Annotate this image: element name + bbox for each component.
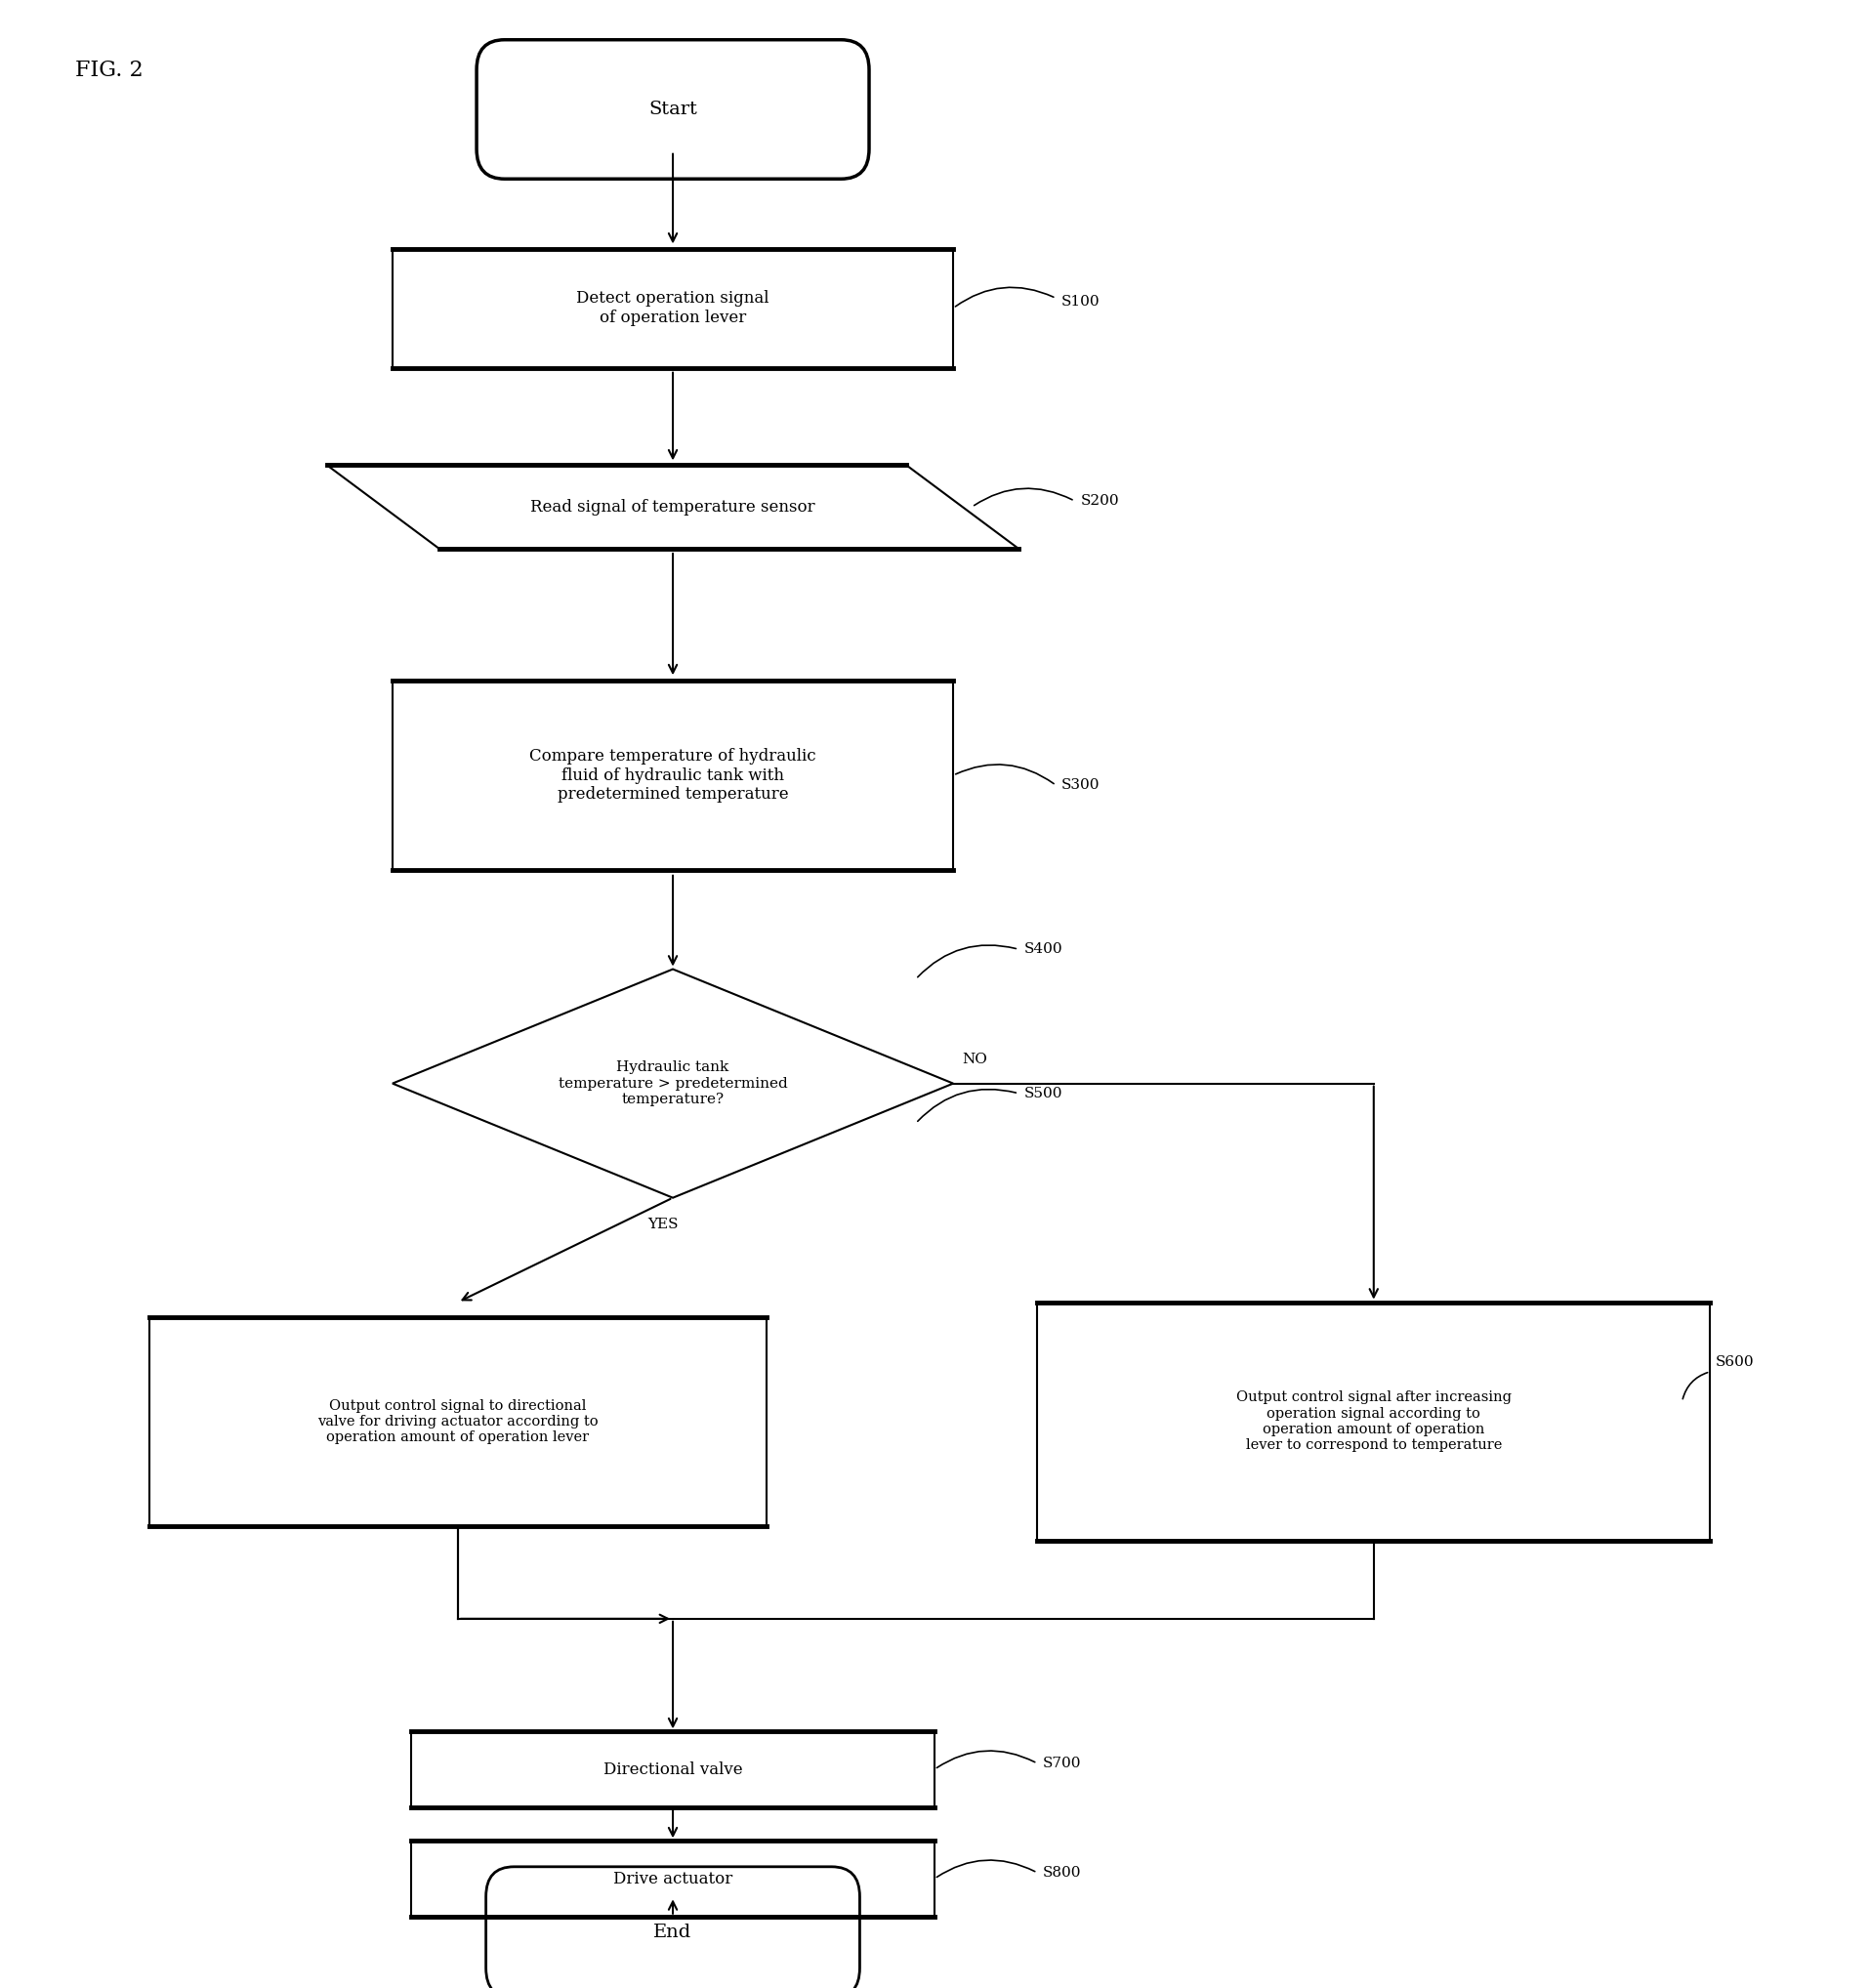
Text: S700: S700	[1043, 1757, 1082, 1769]
Text: FIG. 2: FIG. 2	[75, 60, 142, 82]
Text: Read signal of temperature sensor: Read signal of temperature sensor	[531, 499, 815, 515]
FancyBboxPatch shape	[486, 1867, 860, 1988]
Text: NO: NO	[963, 1054, 989, 1066]
Polygon shape	[392, 970, 953, 1197]
Text: Start: Start	[649, 101, 697, 117]
Text: Detect operation signal
of operation lever: Detect operation signal of operation lev…	[576, 290, 770, 326]
Text: S600: S600	[1716, 1356, 1755, 1368]
Text: Output control signal to directional
valve for driving actuator according to
ope: Output control signal to directional val…	[318, 1400, 598, 1443]
Polygon shape	[327, 465, 1019, 549]
Text: S200: S200	[1080, 495, 1120, 507]
Text: S800: S800	[1043, 1867, 1082, 1879]
Text: Hydraulic tank
temperature > predetermined
temperature?: Hydraulic tank temperature > predetermin…	[559, 1062, 787, 1105]
Text: Drive actuator: Drive actuator	[613, 1871, 733, 1887]
Text: YES: YES	[649, 1217, 678, 1231]
Text: S500: S500	[1024, 1087, 1063, 1099]
Text: S300: S300	[1062, 779, 1101, 791]
Text: S100: S100	[1062, 296, 1101, 308]
Text: S400: S400	[1024, 942, 1063, 956]
Text: End: End	[654, 1924, 692, 1940]
Text: Output control signal after increasing
operation signal according to
operation a: Output control signal after increasing o…	[1235, 1392, 1512, 1451]
Text: Compare temperature of hydraulic
fluid of hydraulic tank with
predetermined temp: Compare temperature of hydraulic fluid o…	[529, 747, 817, 803]
Text: Directional valve: Directional valve	[604, 1761, 742, 1777]
FancyBboxPatch shape	[477, 40, 869, 179]
